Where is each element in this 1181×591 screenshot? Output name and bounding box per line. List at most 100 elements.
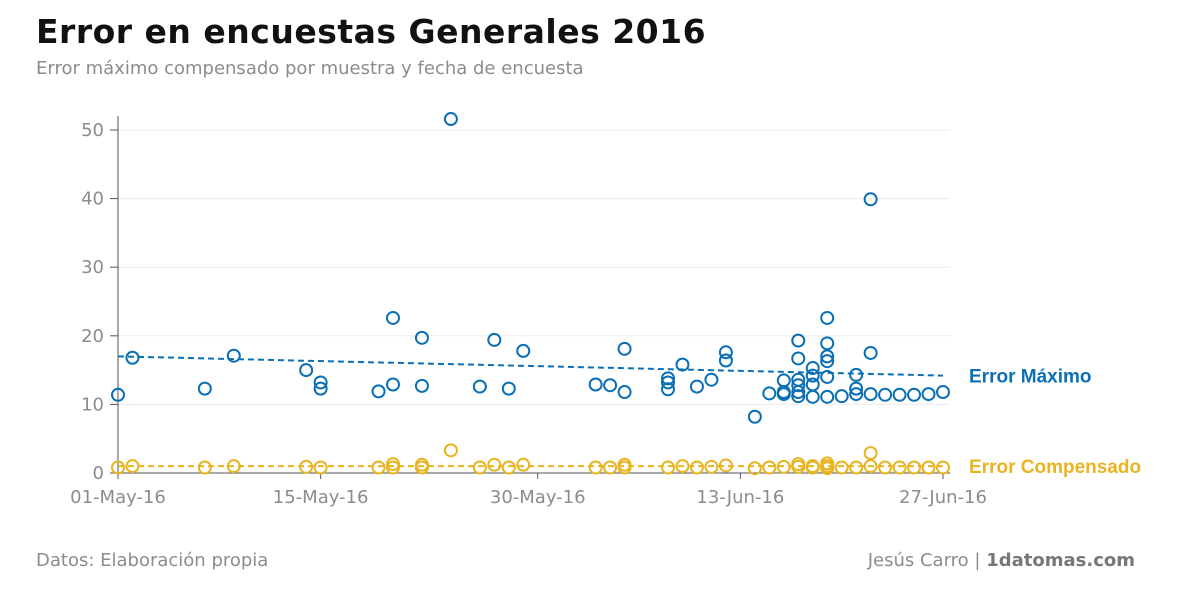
page-subtitle: Error máximo compensado por muestra y fe…: [36, 58, 584, 79]
error-maximo-point: [849, 381, 864, 396]
error-compensado-point: [197, 460, 212, 475]
error-compensado-point: [863, 459, 878, 474]
error-compensado-point: [111, 460, 125, 475]
error-compensado-point: [661, 460, 675, 475]
error-maximo-point: [414, 378, 429, 393]
error-maximo-point: [299, 363, 314, 378]
error-maximo-point: [661, 382, 675, 397]
error-maximo-point: [878, 387, 893, 402]
error-compensado-point: [617, 460, 632, 475]
error-maximo-point: [226, 348, 241, 363]
error-compensado-point: [226, 459, 241, 474]
error-maximo-point: [776, 387, 791, 402]
error-compensado-point: [125, 459, 140, 474]
error-maximo-point: [805, 389, 820, 404]
error-maximo-point: [834, 389, 849, 404]
error-compensado-point: [805, 460, 820, 475]
error-maximo-point: [689, 379, 704, 394]
error-maximo-point: [603, 378, 618, 393]
error-maximo-point: [501, 381, 516, 396]
error-maximo-point: [936, 385, 950, 400]
error-compensado-point: [675, 459, 690, 474]
error-maximo-point: [820, 389, 835, 404]
error-maximo-point: [617, 341, 632, 356]
error-compensado-point: [834, 460, 849, 475]
error-maximo-trend-line: [117, 355, 944, 377]
y-tick-label: 0: [93, 463, 104, 484]
error-maximo-point: [487, 332, 502, 347]
y-tick-label: 30: [81, 257, 104, 278]
error-maximo-point: [718, 345, 733, 360]
error-maximo-point: [849, 387, 864, 402]
error-compensado-point: [472, 460, 487, 475]
error-maximo-point: [776, 373, 791, 388]
error-maximo-point: [849, 367, 864, 382]
error-maximo-point: [863, 192, 878, 207]
error-compensado-point: [718, 458, 733, 473]
error-maximo-point: [617, 385, 632, 400]
x-tick-label: 27-Jun-16: [899, 487, 987, 508]
error-compensado-point: [588, 460, 603, 475]
error-compensado-point: [313, 460, 328, 475]
error-maximo-point: [704, 372, 719, 387]
error-maximo-point: [820, 354, 835, 369]
error-maximo-point: [313, 381, 328, 396]
error-compensado-point: [776, 459, 791, 474]
error-maximo-point: [747, 409, 762, 424]
error-maximo-point: [472, 379, 487, 394]
error-compensado-point: [791, 459, 806, 474]
footer-separator: |: [974, 550, 981, 571]
error-maximo-point: [863, 387, 878, 402]
error-maximo-point: [805, 368, 820, 383]
data-points: [111, 112, 950, 476]
error-maximo-point: [443, 112, 458, 127]
error-compensado-point: [603, 460, 618, 475]
error-maximo-point: [805, 377, 820, 392]
error-maximo-point: [661, 371, 675, 386]
error-maximo-label: Error Máximo: [969, 367, 1091, 388]
error-maximo-point: [125, 350, 140, 365]
error-maximo-point: [197, 381, 212, 396]
error-compensado-point: [762, 460, 777, 475]
series-labels: Error Máximo Error Compensado: [969, 367, 1141, 479]
error-maximo-point: [791, 385, 806, 400]
footer-author: Jesús Carro: [867, 550, 969, 571]
error-compensado-point: [747, 461, 762, 476]
page-title: Error en encuestas Generales 2016: [36, 12, 707, 51]
error-maximo-point: [718, 353, 733, 368]
y-tick-label: 10: [81, 394, 104, 415]
error-maximo-point: [791, 333, 806, 348]
error-compensado-point: [443, 443, 458, 458]
error-maximo-point: [892, 387, 907, 402]
error-maximo-point: [386, 310, 400, 325]
error-compensado-point: [849, 460, 864, 475]
error-maximo-point: [791, 389, 806, 404]
error-maximo-point: [791, 378, 806, 393]
error-compensado-point: [704, 459, 719, 474]
error-maximo-point: [675, 357, 690, 372]
error-compensado-point: [689, 460, 704, 475]
footer-site-link[interactable]: 1datomas.com: [986, 550, 1135, 571]
x-tick-label: 13-Jun-16: [696, 487, 784, 508]
error-compensado-point: [863, 446, 878, 461]
footer-credit: Jesús Carro | 1datomas.com: [868, 550, 1135, 571]
x-tick-label: 30-May-16: [490, 487, 586, 508]
error-maximo-point: [762, 386, 777, 401]
error-compensado-point: [820, 461, 835, 476]
error-compensado-point: [892, 460, 907, 475]
error-compensado-point: [371, 460, 386, 475]
error-compensado-point: [907, 460, 922, 475]
error-compensado-point: [487, 457, 502, 472]
error-maximo-point: [516, 343, 531, 358]
error-maximo-point: [820, 310, 835, 325]
error-maximo-point: [791, 351, 806, 366]
error-maximo-point: [313, 375, 328, 390]
error-compensado-point: [516, 457, 531, 472]
error-maximo-point: [805, 361, 820, 376]
error-maximo-point: [661, 375, 675, 390]
error-maximo-point: [921, 387, 936, 402]
error-maximo-point: [414, 330, 429, 345]
y-tick-label: 40: [81, 189, 104, 210]
error-maximo-point: [863, 345, 878, 360]
